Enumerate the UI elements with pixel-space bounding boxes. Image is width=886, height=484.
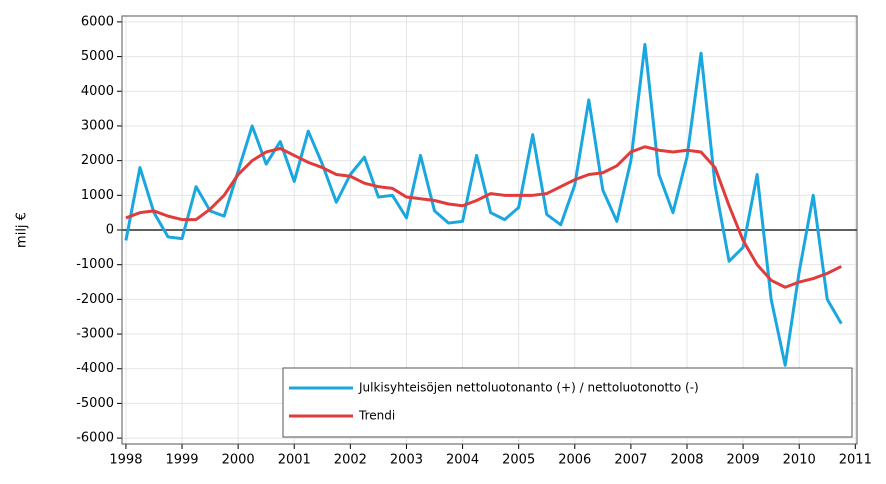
y-tick-label: -1000	[76, 257, 114, 272]
legend-box	[282, 367, 853, 438]
y-axis-label: milj €	[15, 212, 30, 248]
x-tick-label: 2007	[614, 453, 647, 468]
x-tick-label: 2001	[278, 453, 311, 468]
series-line	[124, 42, 843, 367]
x-tick-label: 2010	[783, 453, 816, 468]
legend-label: Trendi	[358, 409, 395, 423]
x-tick-label: 2006	[558, 453, 591, 468]
x-tick-label: 2005	[502, 453, 535, 468]
series-line	[125, 145, 842, 289]
y-tick-label: -5000	[76, 396, 114, 411]
plot-frame	[121, 15, 858, 445]
y-tick-label: -3000	[76, 327, 114, 342]
x-tick-label: 2003	[390, 453, 423, 468]
x-tick-label: 2008	[670, 453, 703, 468]
y-tick-label: 5000	[81, 49, 114, 64]
y-tick-label: -2000	[76, 292, 114, 307]
x-tick-label: 1998	[109, 453, 142, 468]
y-tick-label: 1000	[81, 188, 114, 203]
x-tick-label: 2000	[222, 453, 255, 468]
x-tick-label: 2009	[727, 453, 760, 468]
x-tick-label: 2002	[334, 453, 367, 468]
y-tick-label: -6000	[76, 431, 114, 446]
legend-label: Julkisyhteisöjen nettoluotonanto (+) / n…	[358, 381, 699, 395]
y-tick-label: 0	[106, 223, 114, 238]
x-tick-label: 1999	[165, 453, 198, 468]
legend: Julkisyhteisöjen nettoluotonanto (+) / n…	[282, 367, 853, 438]
y-tick-label: -4000	[76, 361, 114, 376]
y-tick-label: 3000	[81, 118, 114, 133]
y-tick-label: 2000	[81, 153, 114, 168]
x-tick-label: 2011	[839, 453, 872, 468]
x-tick-label: 2004	[446, 453, 479, 468]
y-tick-label: 6000	[81, 14, 114, 29]
y-tick-label: 4000	[81, 84, 114, 99]
